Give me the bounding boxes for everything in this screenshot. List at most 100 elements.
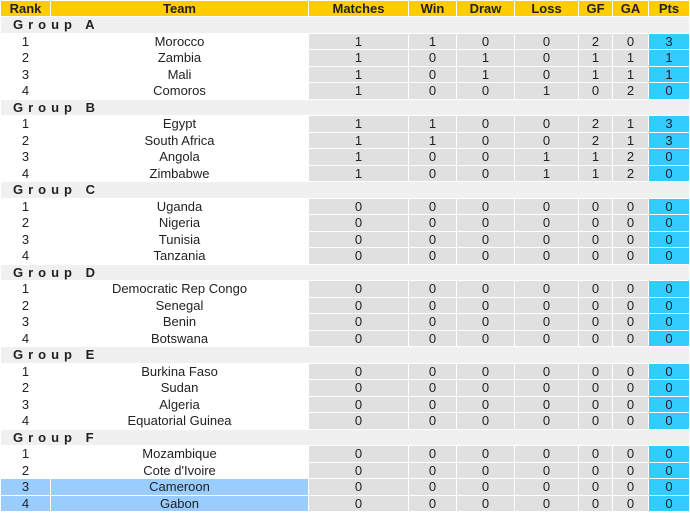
gf-cell: 0: [579, 314, 612, 330]
matches-cell: 0: [309, 231, 408, 247]
table-row: 2 Cote d'Ivoire 0 0 0 0 0 0 0: [1, 462, 689, 478]
group-name: Group C: [1, 182, 689, 198]
team-cell: Nigeria: [158, 215, 201, 231]
win-cell: 0: [409, 297, 456, 313]
gf-cell: 0: [579, 413, 612, 429]
ga-cell: 0: [613, 462, 648, 478]
win-cell: 0: [409, 396, 456, 412]
draw-cell: 0: [457, 248, 514, 264]
table-row: 2 South Africa 1 1 0 0 2 1 3: [1, 132, 689, 148]
win-cell: 0: [409, 248, 456, 264]
points-cell: 0: [649, 231, 689, 247]
column-header: Win: [409, 1, 456, 16]
points-cell: 0: [649, 330, 689, 346]
rank-cell: 1: [21, 33, 30, 49]
win-cell: 0: [409, 380, 456, 396]
rank-cell: 1: [21, 198, 30, 214]
loss-cell: 1: [515, 83, 578, 99]
win-cell: 1: [409, 116, 456, 132]
team-cell: Zambia: [157, 50, 202, 66]
draw-cell: 0: [457, 116, 514, 132]
team-cell: Democratic Rep Congo: [111, 281, 248, 297]
ga-cell: 0: [613, 330, 648, 346]
ga-cell: 2: [613, 165, 648, 181]
table-row: 1 Mozambique 0 0 0 0 0 0 0: [1, 446, 689, 462]
matches-cell: 0: [309, 281, 408, 297]
table-row: 4 Botswana 0 0 0 0 0 0 0: [1, 330, 689, 346]
table-row: 1 Democratic Rep Congo 0 0 0 0 0 0 0: [1, 281, 689, 297]
rank-cell: 1: [21, 363, 30, 379]
win-cell: 0: [409, 462, 456, 478]
loss-cell: 0: [515, 215, 578, 231]
points-cell: 0: [649, 198, 689, 214]
ga-cell: 0: [613, 297, 648, 313]
win-cell: 0: [409, 50, 456, 66]
points-cell: 0: [649, 297, 689, 313]
matches-cell: 1: [309, 116, 408, 132]
win-cell: 0: [409, 495, 456, 511]
win-cell: 0: [409, 330, 456, 346]
points-cell: 0: [649, 165, 689, 181]
points-cell: 0: [649, 149, 689, 165]
loss-cell: 0: [515, 132, 578, 148]
team-cell: Mozambique: [142, 446, 217, 462]
table-row: 3 Tunisia 0 0 0 0 0 0 0: [1, 231, 689, 247]
gf-cell: 0: [579, 479, 612, 495]
rank-cell: 3: [21, 66, 30, 82]
group-header-row: Group A: [1, 17, 689, 33]
gf-cell: 0: [579, 281, 612, 297]
loss-cell: 1: [515, 149, 578, 165]
matches-cell: 1: [309, 83, 408, 99]
draw-cell: 0: [457, 149, 514, 165]
team-cell: Mali: [167, 66, 192, 82]
matches-cell: 1: [309, 66, 408, 82]
loss-cell: 0: [515, 314, 578, 330]
team-cell: Equatorial Guinea: [127, 413, 232, 429]
draw-cell: 0: [457, 33, 514, 49]
table-row: 1 Morocco 1 1 0 0 2 0 3: [1, 33, 689, 49]
group-header-row: Group F: [1, 429, 689, 445]
draw-cell: 0: [457, 363, 514, 379]
team-cell: Angola: [159, 149, 200, 165]
win-cell: 0: [409, 83, 456, 99]
gf-cell: 0: [579, 198, 612, 214]
table-row: 3 Benin 0 0 0 0 0 0 0: [1, 314, 689, 330]
rank-cell: 3: [21, 149, 30, 165]
rank-cell: 2: [21, 380, 30, 396]
group-name: Group E: [1, 347, 689, 363]
ga-cell: 0: [613, 248, 648, 264]
draw-cell: 0: [457, 132, 514, 148]
team-cell: Cote d'Ivoire: [143, 462, 216, 478]
draw-cell: 0: [457, 281, 514, 297]
team-cell: Algeria: [159, 396, 200, 412]
gf-cell: 0: [579, 83, 612, 99]
win-cell: 0: [409, 413, 456, 429]
column-header: Rank: [1, 1, 50, 16]
gf-cell: 1: [579, 165, 612, 181]
gf-cell: 0: [579, 248, 612, 264]
group-name: Group B: [1, 99, 689, 115]
rank-cell: 3: [21, 314, 30, 330]
gf-cell: 0: [579, 330, 612, 346]
matches-cell: 1: [309, 149, 408, 165]
rank-cell: 2: [21, 132, 30, 148]
team-cell: South Africa: [144, 132, 215, 148]
table-row: 3 Cameroon 0 0 0 0 0 0 0: [1, 479, 689, 495]
matches-cell: 0: [309, 396, 408, 412]
matches-cell: 0: [309, 446, 408, 462]
ga-cell: 0: [613, 231, 648, 247]
team-cell: Egypt: [162, 116, 197, 132]
points-cell: 1: [649, 50, 689, 66]
points-cell: 0: [649, 248, 689, 264]
points-cell: 3: [649, 33, 689, 49]
group-header-row: Group D: [1, 264, 689, 280]
team-cell: Senegal: [155, 297, 204, 313]
loss-cell: 0: [515, 198, 578, 214]
ga-cell: 0: [613, 314, 648, 330]
table-row: 2 Zambia 1 0 1 0 1 1 1: [1, 50, 689, 66]
gf-cell: 2: [579, 116, 612, 132]
matches-cell: 0: [309, 462, 408, 478]
draw-cell: 0: [457, 446, 514, 462]
column-header: Pts: [649, 1, 689, 16]
